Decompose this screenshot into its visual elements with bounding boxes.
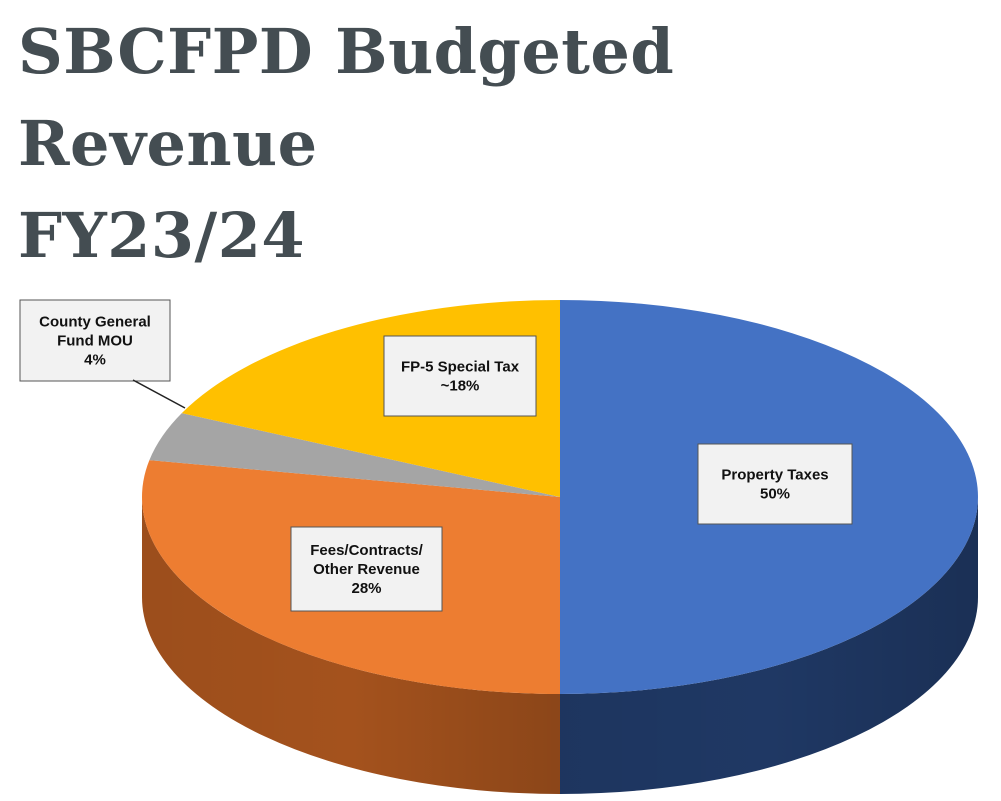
slice-county-general: [149, 413, 560, 497]
chart-title-line-1: SBCFPD Budgeted Revenue: [18, 15, 675, 180]
label-box-property-taxes: [697, 443, 853, 525]
label-box-fees-contracts: [290, 526, 443, 612]
data-label-property-taxes-line-1: Property Taxes: [721, 467, 828, 484]
data-label-county-general-line-2: Fund MOU: [57, 333, 133, 350]
data-label-fees-contracts-line-3: 28%: [351, 580, 381, 597]
data-label-property-taxes-line-2: 50%: [760, 486, 790, 503]
data-label-fees-contracts-line-2: Other Revenue: [313, 561, 420, 578]
label-box-fp-5-special-tax: [383, 335, 537, 417]
data-label-county-general-line-3: 4%: [84, 352, 106, 369]
pie-sides: [142, 497, 978, 794]
leader-line-county-general: [132, 379, 186, 409]
data-label-county-general-line-1: County General: [39, 314, 151, 331]
chart-title-line-2: FY23/24: [18, 199, 305, 272]
data-label-fp-5-special-tax-line-1: FP-5 Special Tax: [401, 359, 520, 376]
chart-title: SBCFPD Budgeted Revenue FY23/24: [18, 6, 988, 282]
pie-labels: Property Taxes 50% Fees/Contracts/Other Re…: [19, 299, 853, 612]
slice-side-shade-fees-contracts: [142, 497, 560, 794]
data-label-fp-5-special-tax-line-2: ~18%: [441, 378, 480, 395]
slice-side-shade-property-taxes: [560, 497, 978, 794]
data-label-fees-contracts-line-1: Fees/Contracts/: [310, 542, 423, 559]
pie-slices: [141, 300, 978, 694]
label-box-county-general: [19, 299, 171, 382]
